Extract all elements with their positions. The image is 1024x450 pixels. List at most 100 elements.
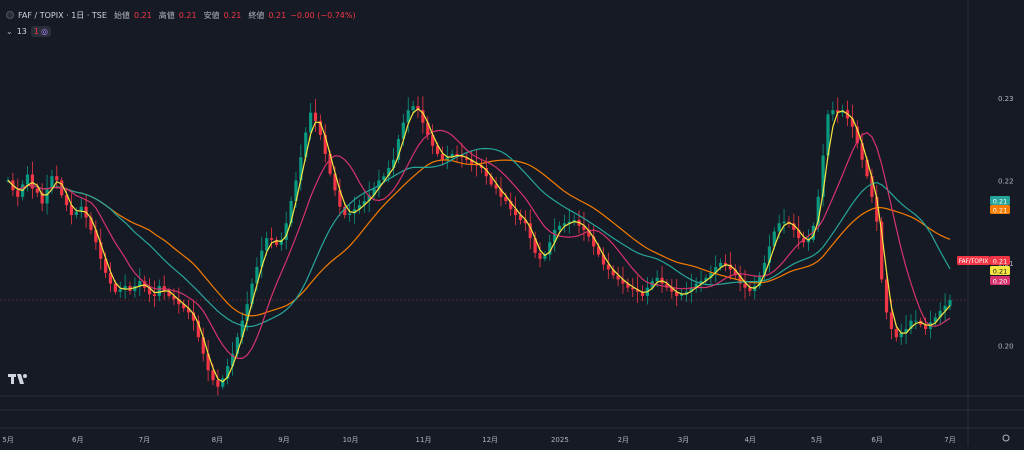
candle-body bbox=[884, 279, 889, 313]
candle-body bbox=[826, 114, 830, 156]
candle-body bbox=[118, 289, 122, 292]
candle-body bbox=[157, 286, 161, 296]
candle-body bbox=[723, 262, 728, 265]
candle-body bbox=[948, 300, 952, 306]
chevron-down-icon[interactable]: ⌄ bbox=[6, 26, 13, 36]
candle-body bbox=[250, 283, 254, 305]
pink-price-label: 0.20 bbox=[993, 278, 1007, 286]
x-tick-label: 2月 bbox=[618, 436, 629, 444]
last-price-label-bg bbox=[990, 256, 1010, 265]
candle-body bbox=[758, 275, 762, 287]
candle-body bbox=[284, 223, 288, 240]
candle-body bbox=[289, 200, 293, 224]
candle-body bbox=[401, 122, 405, 140]
candle-body bbox=[699, 281, 703, 284]
candle-body bbox=[665, 283, 669, 288]
candle-body bbox=[221, 378, 225, 387]
indicator-row: ⌄ 13 1 ◎ bbox=[6, 25, 51, 37]
candle-body bbox=[406, 110, 410, 123]
candle-body bbox=[484, 167, 488, 177]
symbol-legend: FAF / TOPIX · 1日 · TSE 始値 0.21 高値 0.21 安値 0… bbox=[6, 8, 356, 22]
candle-body bbox=[821, 155, 825, 197]
candle-body bbox=[582, 225, 586, 230]
candle-body bbox=[40, 192, 44, 204]
candle-body bbox=[64, 195, 69, 206]
candle-body bbox=[69, 205, 74, 216]
candle-body bbox=[792, 223, 796, 230]
candle-body bbox=[138, 281, 142, 287]
high-value: 0.21 bbox=[178, 10, 197, 20]
candle-body bbox=[269, 238, 274, 240]
candle-body bbox=[45, 188, 49, 204]
candle-body bbox=[147, 287, 152, 295]
candle-body bbox=[767, 246, 772, 263]
ma-long-1-line bbox=[7, 147, 951, 328]
candle-body bbox=[35, 188, 39, 193]
candle-body bbox=[313, 112, 318, 121]
candle-body bbox=[240, 320, 244, 338]
candle-body bbox=[455, 153, 459, 156]
candle-body bbox=[738, 275, 742, 284]
candle-body bbox=[133, 286, 137, 291]
candle-body bbox=[113, 283, 117, 292]
low-label: 安値 bbox=[203, 10, 220, 20]
candle-body bbox=[675, 291, 679, 296]
open-value: 0.21 bbox=[133, 10, 152, 20]
candle-body bbox=[689, 287, 693, 292]
high-label: 高値 bbox=[158, 10, 175, 20]
candle-body bbox=[206, 353, 210, 371]
candle-body bbox=[523, 219, 527, 224]
candle-body bbox=[621, 279, 625, 284]
candle-body bbox=[543, 254, 547, 259]
candle-body bbox=[489, 176, 493, 185]
candle-body bbox=[719, 262, 723, 268]
candle-body bbox=[431, 134, 435, 146]
candle-body bbox=[235, 337, 239, 354]
x-tick-label: 4月 bbox=[744, 436, 755, 444]
candle-body bbox=[367, 195, 371, 201]
candle-body bbox=[533, 238, 537, 253]
last-price-label: 0.21 bbox=[993, 258, 1007, 266]
candle-body bbox=[421, 110, 425, 123]
candle-body bbox=[684, 291, 689, 295]
candle-body bbox=[596, 246, 601, 255]
candle-body bbox=[255, 267, 259, 284]
candle-body bbox=[348, 213, 352, 216]
candle-body bbox=[855, 126, 859, 144]
indicator-count[interactable]: 13 bbox=[16, 26, 27, 36]
candle-body bbox=[338, 190, 342, 207]
low-value: 0.21 bbox=[223, 10, 242, 20]
ma-mid-line bbox=[7, 129, 951, 359]
candle-body bbox=[831, 110, 835, 115]
candle-body bbox=[557, 225, 562, 230]
candle-body bbox=[191, 312, 196, 321]
candle-body bbox=[16, 190, 20, 197]
indicator-badge[interactable]: 1 ◎ bbox=[30, 25, 51, 37]
candle-body bbox=[79, 206, 83, 212]
x-tick-label: 8月 bbox=[212, 436, 223, 444]
candle-body bbox=[440, 153, 444, 160]
candle-body bbox=[772, 231, 776, 247]
symbol-title[interactable]: FAF / TOPIX · 1日 · TSE bbox=[18, 10, 107, 20]
candle-body bbox=[479, 165, 484, 168]
candle-body bbox=[177, 299, 181, 305]
candle-body bbox=[196, 320, 200, 338]
candle-body bbox=[426, 122, 430, 135]
candle-body bbox=[411, 106, 415, 111]
badge-count: 1 bbox=[33, 26, 39, 36]
candle-body bbox=[875, 196, 879, 222]
candle-body bbox=[372, 188, 376, 196]
candle-body bbox=[899, 333, 903, 338]
ma-short-line bbox=[7, 108, 951, 383]
candle-body bbox=[226, 366, 230, 379]
candle-body bbox=[25, 174, 30, 185]
candle-body bbox=[333, 173, 337, 191]
candle-body bbox=[592, 236, 596, 247]
candle-body bbox=[553, 229, 557, 243]
symbol-icon bbox=[6, 11, 14, 19]
gear-icon[interactable] bbox=[1002, 434, 1010, 442]
candle-body bbox=[470, 159, 474, 164]
candle-body bbox=[279, 239, 283, 245]
